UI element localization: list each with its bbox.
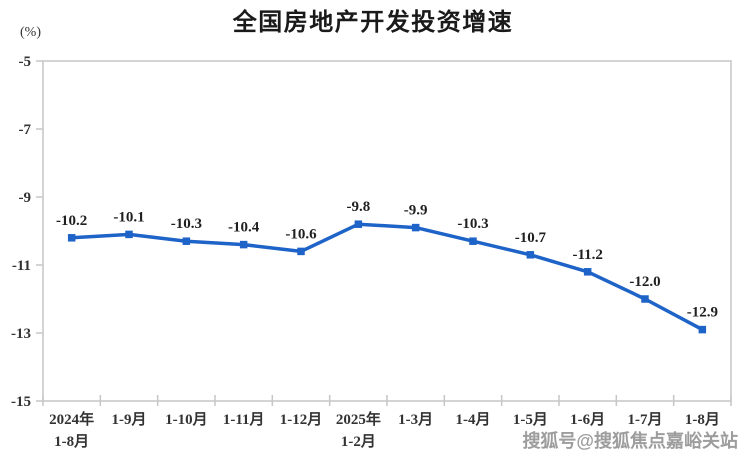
data-point-marker: [411, 223, 420, 232]
data-point-marker: [67, 234, 76, 242]
plot-area: -5 -7 -9 -11 -13 -15 -10.2 -10.1 -10.3 -10.4 -10.6…: [11, 54, 732, 450]
data-line: [69, 222, 705, 332]
data-point-marker: [583, 268, 592, 276]
x-axis-label: 1-6月: [570, 411, 605, 428]
data-point-marker: [469, 237, 477, 245]
data-point-marker: [698, 325, 707, 334]
data-point-marker: [297, 247, 305, 256]
data-point-label: -9.8: [346, 199, 370, 215]
data-point-marker: [182, 237, 191, 245]
y-axis-unit-label: (%): [20, 25, 41, 40]
x-axis-label: 1-8月: [685, 411, 720, 428]
x-axis-label: 2024年 1-8月: [49, 410, 94, 450]
data-point-label: -10.3: [171, 216, 202, 232]
chart-title: 全国房地产开发投资增速: [232, 8, 514, 36]
x-axis-label: 1-3月: [398, 411, 433, 428]
x-axis-label: 1-5月: [513, 411, 548, 428]
y-axis-tick-label: -9: [19, 190, 32, 206]
y-axis-tick-label: -11: [12, 258, 31, 274]
x-axis-label: 1-7月: [628, 411, 663, 428]
data-point-label: -11.2: [572, 247, 602, 263]
data-point-label: -10.7: [515, 230, 547, 246]
data-point-label: -10.4: [228, 220, 260, 236]
data-point-label: -9.9: [404, 203, 428, 219]
data-point-label: -12.0: [629, 274, 660, 290]
data-point-label: -10.1: [113, 209, 144, 225]
x-axis-label: 1-10月: [165, 411, 208, 428]
data-point-label: -10.3: [457, 216, 488, 232]
x-axis-label: 2025年 1-2月: [336, 410, 381, 450]
y-axis-tick-label: -15: [11, 394, 31, 410]
data-point-marker: [354, 220, 363, 228]
axis-border: [42, 60, 732, 402]
data-point-label: -12.9: [687, 305, 718, 321]
data-point-label: -10.2: [56, 213, 87, 229]
data-point-marker: [239, 240, 248, 249]
y-axis-tick-label: -5: [19, 54, 32, 70]
y-axis-tick-label: -13: [11, 326, 31, 342]
y-axis-tick-label: -7: [19, 122, 32, 138]
x-axis-label: 1-11月: [223, 411, 265, 428]
data-point-label: -10.6: [285, 226, 317, 242]
data-point-marker: [125, 230, 133, 239]
watermark-text: 搜狐号@搜狐焦点嘉峪关站: [522, 430, 738, 451]
x-axis-label: 1-9月: [112, 411, 147, 428]
data-point-marker: [526, 251, 535, 259]
data-point-marker: [641, 295, 649, 303]
x-axis-label: 1-4月: [456, 411, 491, 428]
x-axis-label: 1-12月: [280, 411, 323, 428]
